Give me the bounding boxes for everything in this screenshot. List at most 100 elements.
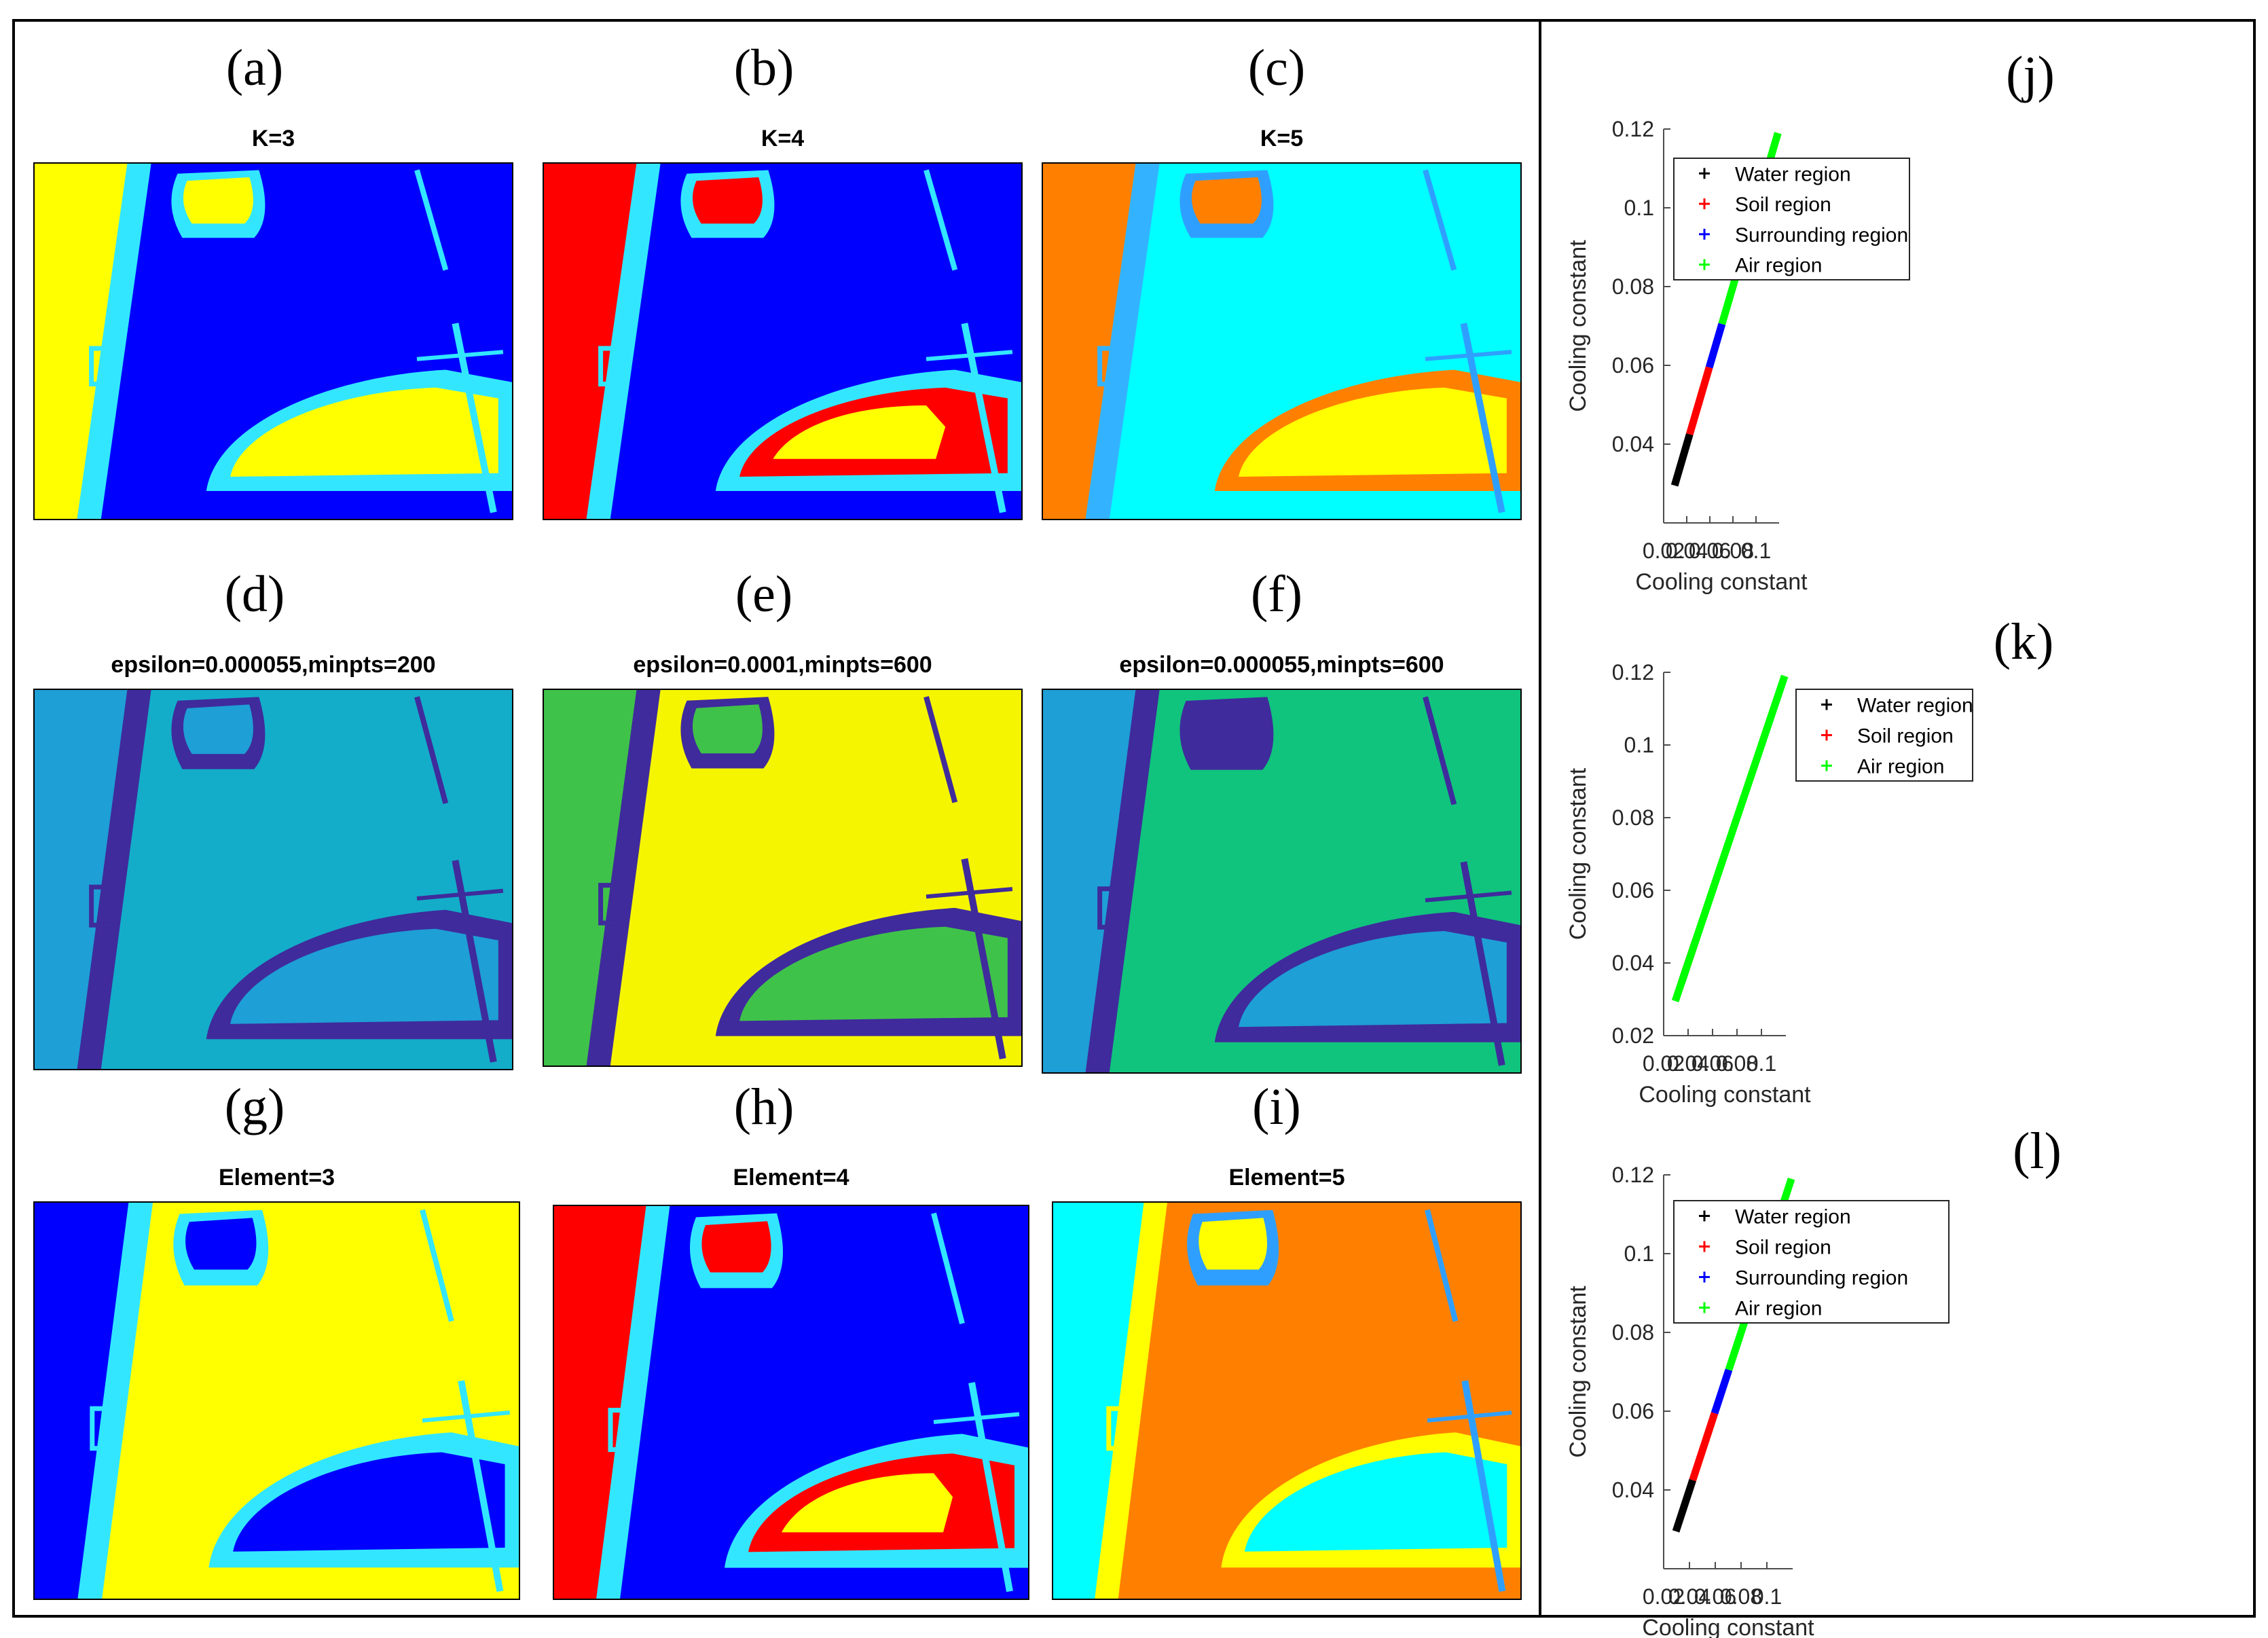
chart-letter: (l) <box>2013 1123 2062 1180</box>
cluster-map-image <box>34 689 513 1070</box>
legend-label: Water region <box>1735 163 1851 185</box>
y-axis-label: Cooling constant <box>1565 767 1591 940</box>
cluster-map-image <box>1042 689 1521 1073</box>
map-building-outline <box>1106 1406 1135 1451</box>
panel-c: (c) K=5 <box>1042 39 1522 520</box>
x-tick-label: 0.08 <box>1720 1584 1762 1609</box>
map-upper-channel <box>1423 696 1457 805</box>
x-axis-label: Cooling constant <box>1642 1615 1814 1638</box>
map-top-pond <box>1199 1218 1268 1270</box>
series-soil-region <box>1689 1412 1719 1482</box>
y-tick-label: 0.1 <box>1624 733 1654 757</box>
map-building-outline <box>90 1406 120 1451</box>
map-lake <box>739 926 1008 1021</box>
series-water-region <box>1672 1478 1696 1533</box>
map-cross-channel <box>422 1410 510 1423</box>
cluster-map-image <box>34 163 513 520</box>
map-top-pond <box>183 704 253 754</box>
map-lake-core <box>782 1473 953 1533</box>
map-frame <box>1042 162 1522 520</box>
map-top-pond <box>692 177 763 224</box>
map-lake-core <box>773 405 946 459</box>
series-surrounding-region <box>1705 323 1726 369</box>
map-top-pond <box>1191 704 1262 755</box>
legend-label: Air region <box>1735 255 1822 277</box>
figure-outer-border <box>12 19 2256 1618</box>
legend-label: Air region <box>1857 756 1944 778</box>
legend: Water region Soil region Surrounding regio… <box>1673 1200 1950 1324</box>
map-cross-channel <box>1425 890 1512 903</box>
map-frame <box>553 1205 1029 1600</box>
series-surrounding-region <box>1711 1368 1733 1415</box>
y-tick-label: 0.12 <box>1612 660 1654 685</box>
map-cross-channel <box>926 887 1013 899</box>
map-left-bank <box>34 1202 131 1599</box>
panel-e: (e) epsilon=0.0001,minpts=600 <box>543 566 1023 1067</box>
y-tick-label: 0.06 <box>1612 353 1654 378</box>
map-frame <box>1052 1201 1522 1600</box>
y-tick-label: 0.04 <box>1612 951 1654 975</box>
map-upper-channel <box>923 696 958 803</box>
map-top-pond <box>183 177 253 224</box>
x-tick-label: 0.1 <box>1741 539 1771 563</box>
panel-a: (a) K=3 <box>33 39 513 520</box>
map-top-pond <box>185 1218 257 1270</box>
map-lake <box>230 928 498 1024</box>
y-tick-label: 0.1 <box>1624 196 1654 220</box>
panel-title: K=5 <box>1260 126 1303 151</box>
x-axis-label: Cooling constant <box>1635 569 1808 595</box>
map-cross-channel <box>933 1412 1020 1424</box>
panel-h: (h) Element=4 <box>553 1078 1029 1600</box>
map-cross-channel <box>1425 350 1512 361</box>
panel-letter: (g) <box>225 1078 285 1135</box>
legend-label: Water region <box>1857 695 1973 717</box>
legend-label: Soil region <box>1735 1237 1831 1259</box>
map-cross-channel <box>416 350 504 361</box>
panel-title: epsilon=0.000055,minpts=200 <box>111 652 435 678</box>
map-top-pond <box>692 704 763 754</box>
y-tick-label: 0.04 <box>1612 1478 1654 1502</box>
chart-j: (j)0.020.040.060.080.10.040.060.080.10.1… <box>1565 46 2055 595</box>
legend-label: Soil region <box>1857 725 1954 748</box>
map-road-strip <box>586 163 661 520</box>
cluster-map-image <box>543 163 1022 520</box>
panel-letter: (f) <box>1251 566 1302 623</box>
map-upper-channel <box>414 696 449 805</box>
panel-letter: (c) <box>1248 39 1305 96</box>
map-building-outline <box>598 883 627 926</box>
cluster-map-image <box>543 689 1022 1066</box>
panel-title: K=4 <box>761 126 804 151</box>
map-left-bank <box>1042 689 1138 1073</box>
map-left-bank <box>34 689 130 1070</box>
y-tick-label: 0.06 <box>1612 878 1654 903</box>
y-tick-label: 0.08 <box>1612 805 1654 830</box>
panel-f: (f) epsilon=0.000055,minpts=600 <box>1042 566 1522 1074</box>
x-tick-label: 0.04 <box>1668 1584 1711 1609</box>
panel-letter: (a) <box>226 39 283 96</box>
panel-g: (g) Element=3 <box>33 1078 520 1600</box>
map-building-outline <box>608 1408 637 1453</box>
map-lake <box>230 387 498 477</box>
map-upper-channel <box>420 1209 454 1322</box>
map-lake <box>1239 930 1507 1027</box>
legend-label: Water region <box>1735 1206 1851 1228</box>
map-top-pond <box>701 1221 771 1273</box>
legend: Water region Soil region Surrounding regio… <box>1673 158 1910 280</box>
y-tick-label: 0.12 <box>1612 117 1654 141</box>
map-left-bank <box>543 689 639 1066</box>
panel-title: Element=5 <box>1228 1165 1345 1190</box>
y-axis-label: Cooling constant <box>1565 1286 1591 1458</box>
legend-label: Surrounding region <box>1735 224 1908 247</box>
map-lake <box>1239 387 1507 477</box>
panel-title: Element=3 <box>219 1165 335 1190</box>
cluster-map-image <box>553 1205 1029 1599</box>
panel-letter: (e) <box>735 566 792 623</box>
y-axis-label: Cooling constant <box>1565 240 1591 412</box>
x-tick-label: 0.04 <box>1667 1051 1709 1076</box>
map-frame <box>543 689 1023 1067</box>
chart-letter: (k) <box>1994 613 2054 670</box>
legend: Water region Soil region Air region <box>1795 689 1973 782</box>
y-tick-label: 0.08 <box>1612 1320 1654 1345</box>
legend-box <box>1673 158 1910 280</box>
